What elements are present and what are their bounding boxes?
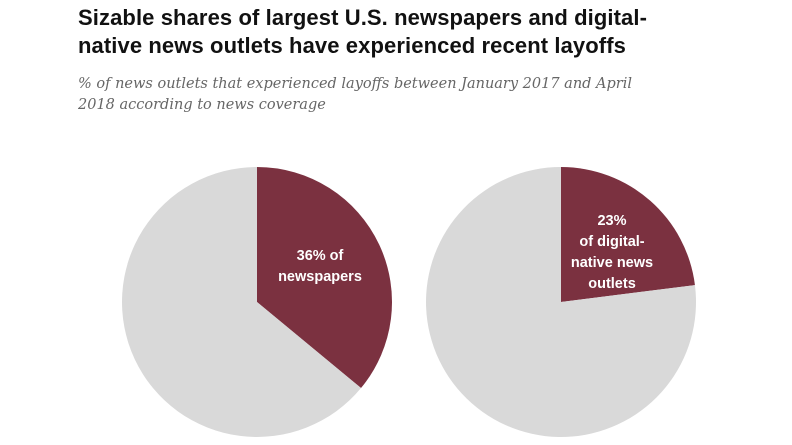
chart-title-line-2: native news outlets have experienced rec…: [78, 33, 626, 58]
chart-subtitle-line-1: % of news outlets that experienced layof…: [78, 76, 633, 92]
chart-title: Sizable shares of largest U.S. newspaper…: [78, 4, 778, 60]
chart-title-line-1: Sizable shares of largest U.S. newspaper…: [78, 5, 648, 30]
pie-1-slice-label-line-1: 36% of: [297, 248, 344, 264]
pie-1-slice-1: [257, 167, 392, 389]
pie-2-slice-label-line-4: outlets: [588, 276, 636, 292]
pie-1-slice-label: 36% of newspapers: [278, 248, 362, 285]
pie-1-slice-2: [121, 167, 362, 437]
pie-2-slice-label: 23% of digital-native news outlets: [571, 213, 653, 292]
pie-chart-1: 36% of newspapers: [121, 167, 392, 437]
pie-2-slice-1: [561, 167, 695, 302]
chart-subtitle: % of news outlets that experienced layof…: [78, 74, 718, 116]
pie-2-slice-label-line-3: native news: [571, 255, 653, 271]
pie-2-slice-label-line-1: 23%: [597, 213, 626, 229]
pie-2-slice-2: [426, 167, 697, 437]
pie-chart-2: 23% of digital-native news outlets: [426, 167, 697, 437]
chart-subtitle-line-2: 2018 according to news coverage: [78, 97, 326, 113]
pie-2-slice-label-line-2: of digital-: [579, 234, 644, 250]
pie-1-slice-label-line-2: newspapers: [278, 269, 362, 285]
